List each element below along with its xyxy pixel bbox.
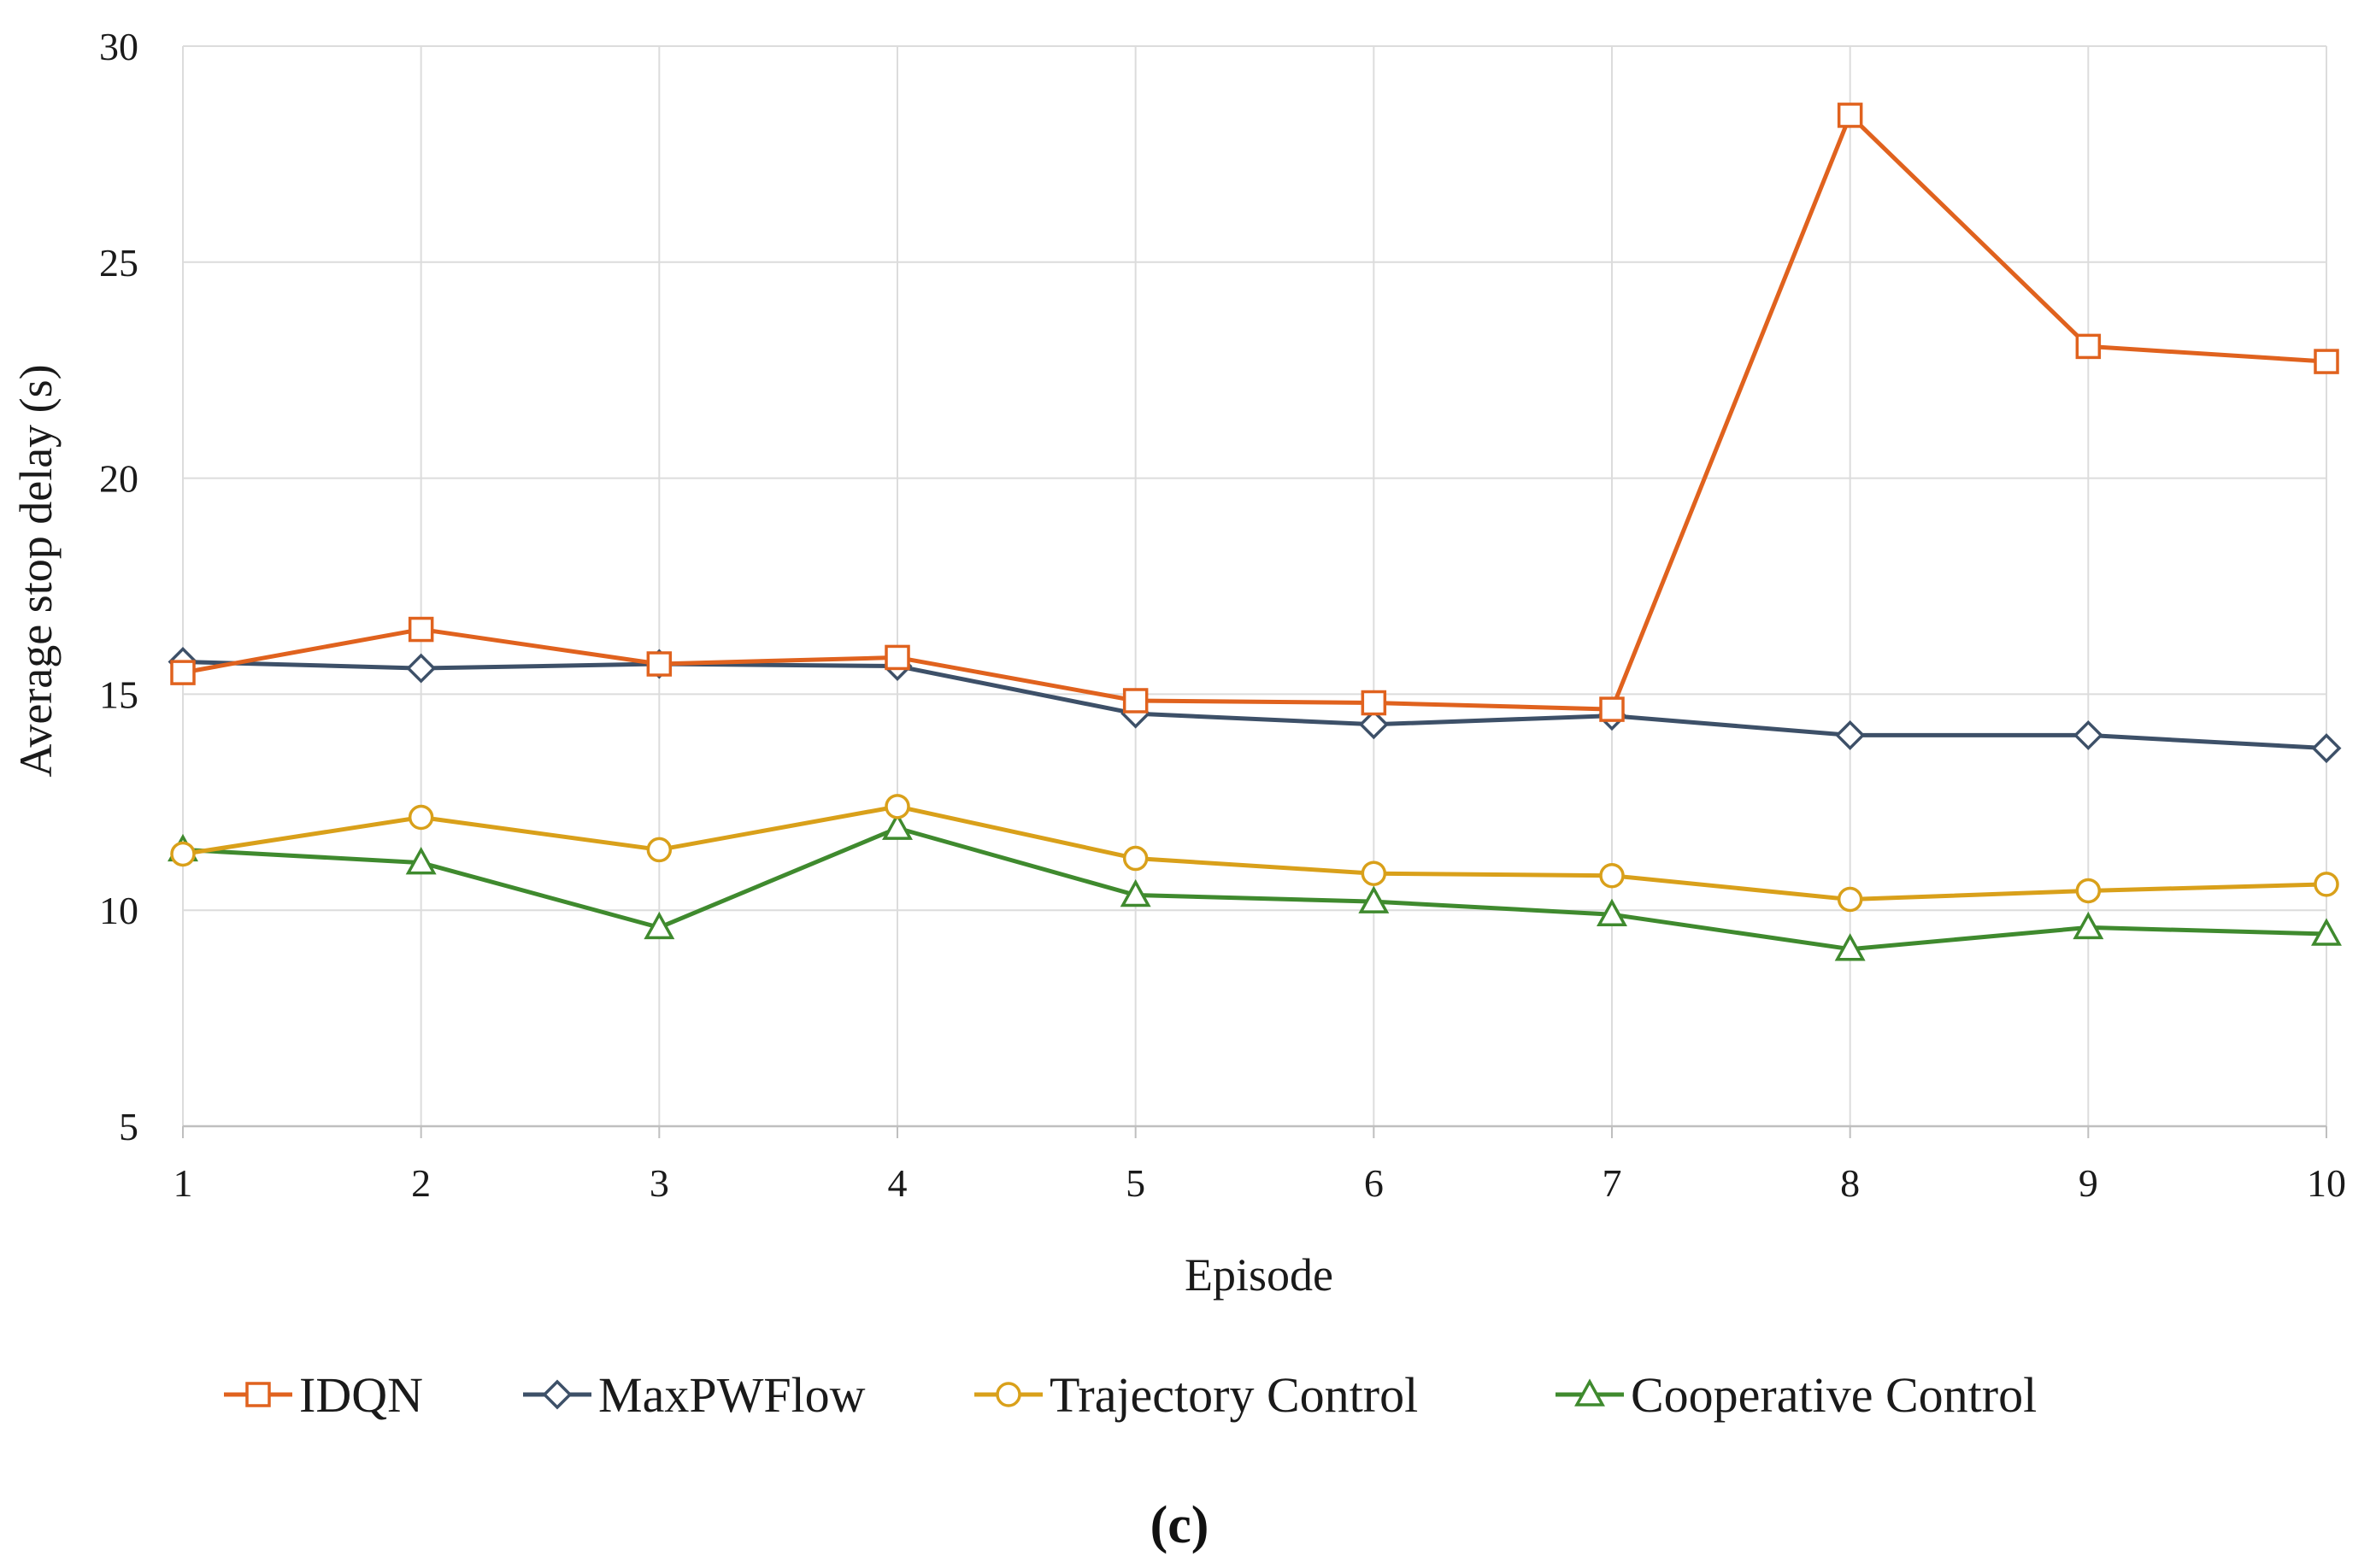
legend-item: Trajectory Control — [974, 1367, 1418, 1423]
series-group — [168, 103, 2342, 961]
data-point — [406, 653, 437, 684]
data-point — [2075, 333, 2102, 360]
data-point — [1834, 933, 1866, 961]
axes — [182, 1125, 2327, 1138]
data-point — [1599, 863, 1625, 889]
data-point — [408, 616, 434, 643]
y-tick-label: 30 — [99, 25, 138, 68]
data-point — [2073, 719, 2103, 750]
series-cooperative-control — [168, 812, 2342, 961]
x-tick-label: 2 — [411, 1161, 431, 1205]
data-point — [170, 660, 196, 685]
legend-item: IDQN — [224, 1367, 423, 1423]
x-tick-label: 1 — [173, 1161, 193, 1205]
x-tick-label: 6 — [1364, 1161, 1384, 1205]
series-line — [182, 659, 2327, 751]
x-tick-label: 4 — [888, 1161, 908, 1205]
series-line — [182, 804, 2327, 902]
y-tick-label: 5 — [119, 1105, 138, 1148]
x-tick-label: 3 — [650, 1161, 669, 1205]
legend-item: Cooperative Control — [1556, 1367, 2037, 1423]
data-point — [646, 651, 673, 677]
data-point — [1837, 103, 1863, 128]
x-axis-title: Episode — [1185, 1249, 1333, 1301]
data-point — [1361, 860, 1387, 886]
data-point — [885, 644, 910, 671]
data-point — [1599, 696, 1625, 722]
series-trajectory-control — [170, 794, 2339, 913]
data-point — [2075, 878, 2102, 904]
legend-marker — [245, 1382, 271, 1407]
data-point — [1122, 688, 1149, 714]
legend-marker — [1574, 1378, 1605, 1407]
data-point — [1358, 709, 1389, 740]
legend-label: Trajectory Control — [1050, 1367, 1418, 1423]
data-point — [885, 794, 910, 819]
series-maxpwflow — [168, 647, 2342, 764]
legend-label: MaxPWFlow — [598, 1367, 866, 1423]
data-point — [2073, 911, 2104, 940]
legend-marker — [542, 1379, 573, 1410]
legend-label: Cooperative Control — [1631, 1367, 2037, 1423]
data-point — [1597, 898, 1627, 927]
grid — [182, 45, 2327, 1126]
data-point — [170, 841, 196, 867]
y-tick-label: 20 — [99, 457, 138, 501]
x-tick-label: 7 — [1603, 1161, 1622, 1205]
data-point — [1835, 719, 1866, 750]
data-point — [644, 911, 675, 940]
legend-marker — [996, 1382, 1021, 1407]
data-point — [2314, 872, 2339, 897]
y-axis-title: Average stop delay (s) — [10, 364, 62, 777]
x-tick-label: 5 — [1126, 1161, 1145, 1205]
data-point — [408, 804, 434, 831]
y-tick-label: 10 — [99, 889, 138, 932]
series-line — [182, 825, 2327, 952]
series-idqn — [170, 103, 2339, 722]
y-tick-label: 15 — [99, 672, 138, 716]
data-point — [1120, 878, 1151, 907]
x-tick-label: 8 — [1840, 1161, 1860, 1205]
data-point — [1361, 690, 1387, 716]
x-tick-label: 9 — [2079, 1161, 2098, 1205]
data-point — [405, 846, 437, 875]
legend-label: IDQN — [299, 1367, 423, 1423]
data-point — [882, 812, 913, 840]
series-line — [182, 113, 2327, 712]
data-point — [2311, 733, 2342, 764]
data-point — [1837, 886, 1863, 913]
legend-item: MaxPWFlow — [523, 1367, 866, 1423]
legend: IDQN MaxPWFlow Trajectory Control Cooperati… — [224, 1367, 2037, 1423]
data-point — [1358, 885, 1390, 913]
y-tick-label: 25 — [99, 241, 138, 285]
figure-caption: (c) — [1150, 1496, 1209, 1554]
data-point — [1122, 845, 1149, 872]
data-point — [2311, 918, 2342, 946]
tick-labels: 5 10 15 20 25 30 1 2 3 4 5 6 7 8 9 10 — [99, 25, 2346, 1205]
data-point — [2314, 349, 2339, 374]
data-point — [646, 837, 673, 863]
x-tick-label: 10 — [2307, 1161, 2346, 1205]
